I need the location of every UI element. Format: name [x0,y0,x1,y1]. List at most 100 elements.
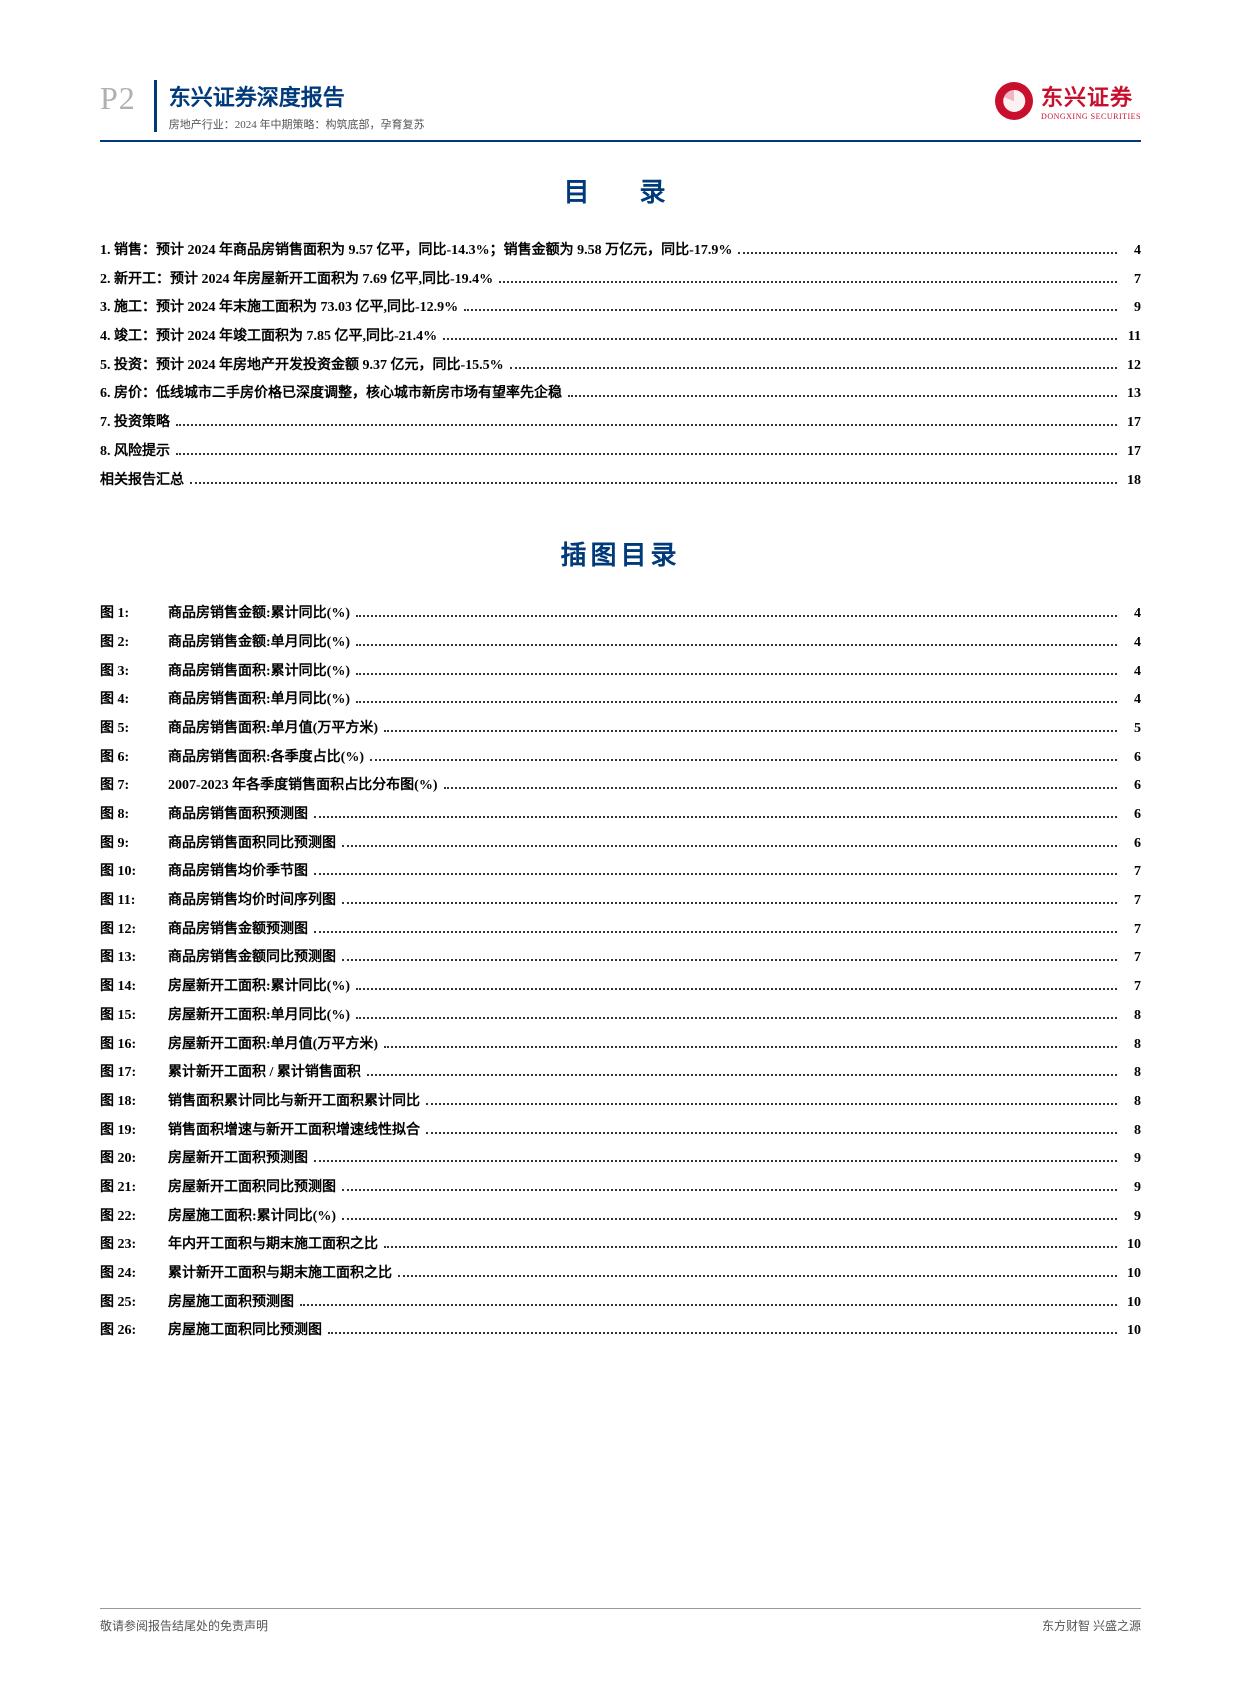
figure-row: 图 4:商品房销售面积:单月同比(%)4 [100,686,1141,715]
figure-page: 9 [1123,1174,1141,1203]
figure-number: 图 8: [100,801,158,830]
figure-label: 累计新开工面积 / 累计销售面积 [168,1059,361,1088]
toc-leader-dots [499,273,1117,283]
toc-leader-dots [464,302,1117,312]
figure-row: 图 6: 商品房销售面积:各季度占比(%) 6 [100,744,1141,773]
toc-row: 6. 房价：低线城市二手房价格已深度调整，核心城市新房市场有望率先企稳13 [100,380,1141,409]
figure-leader-dots [384,1239,1117,1249]
figure-page: 4 [1123,686,1141,715]
figure-row: 图 14:房屋新开工面积:累计同比(%)7 [100,973,1141,1002]
toc-label: 7. 投资策略 [100,409,170,438]
figure-number: 图 2: [100,629,158,658]
figure-leader-dots [356,980,1117,990]
figure-page: 6 [1123,772,1141,801]
figure-page: 6 [1123,744,1141,773]
figure-row: 图 16:房屋新开工面积:单月值(万平方米)8 [100,1031,1141,1060]
figure-number: 图 18: [100,1088,158,1117]
figure-number: 图 20: [100,1145,158,1174]
figure-leader-dots [384,1038,1117,1048]
toc-label: 1. 销售：预计 2024 年商品房销售面积为 9.57 亿平，同比-14.3%… [100,237,732,266]
toc-label: 5. 投资：预计 2024 年房地产开发投资金额 9.37 亿元，同比-15.5… [100,352,504,381]
figure-row: 图 26: 房屋施工面积同比预测图 10 [100,1317,1141,1346]
figure-label: 房屋施工面积同比预测图 [168,1317,322,1346]
logo-text: 东兴证券 DONGXING SECURITIES [1041,80,1141,121]
toc-label: 3. 施工：预计 2024 年末施工面积为 73.03 亿平,同比-12.9% [100,294,458,323]
toc-page: 13 [1123,380,1141,409]
figure-leader-dots [300,1296,1117,1306]
figure-page: 10 [1123,1317,1141,1346]
figure-label: 商品房销售面积:累计同比(%) [168,658,350,687]
figure-page: 7 [1123,973,1141,1002]
figure-row: 图 13:商品房销售金额同比预测图7 [100,944,1141,973]
figure-row: 图 23:年内开工面积与期末施工面积之比10 [100,1231,1141,1260]
toc-page: 18 [1123,467,1141,496]
figure-row: 图 17:累计新开工面积 / 累计销售面积8 [100,1059,1141,1088]
toc-leader-dots [176,416,1117,426]
figure-page: 5 [1123,715,1141,744]
toc-page: 4 [1123,237,1141,266]
figure-row: 图 10:商品房销售均价季节图7 [100,858,1141,887]
figure-leader-dots [356,636,1117,646]
toc-row: 相关报告汇总18 [100,467,1141,496]
figure-row: 图 15:房屋新开工面积:单月同比(%)8 [100,1002,1141,1031]
toc-page: 12 [1123,352,1141,381]
toc-leader-dots [510,359,1117,369]
figure-page: 7 [1123,858,1141,887]
figure-number: 图 26: [100,1317,158,1346]
toc-leader-dots [443,330,1117,340]
figure-leader-dots [356,693,1117,703]
figure-number: 图 24: [100,1260,158,1289]
figure-number: 图 9: [100,830,158,859]
figure-label: 商品房销售面积:各季度占比(%) [168,744,364,773]
figure-page: 8 [1123,1088,1141,1117]
figure-page: 8 [1123,1002,1141,1031]
figure-number: 图 6: [100,744,158,773]
figure-leader-dots [342,894,1117,904]
toc-page: 9 [1123,294,1141,323]
figure-page: 4 [1123,658,1141,687]
figure-leader-dots [314,1152,1117,1162]
figure-row: 图 7:2007-2023 年各季度销售面积占比分布图(%)6 [100,772,1141,801]
toc-page: 17 [1123,409,1141,438]
figure-leader-dots [342,1181,1117,1191]
figure-label: 商品房销售均价时间序列图 [168,887,336,916]
figure-leader-dots [314,808,1117,818]
figure-row: 图 1:商品房销售金额:累计同比(%)4 [100,600,1141,629]
toc-leader-dots [190,474,1117,484]
title-block: 东兴证券深度报告 房地产行业：2024 年中期策略：构筑底部，孕育复苏 [154,80,425,132]
figure-number: 图 15: [100,1002,158,1031]
figure-leader-dots [426,1095,1117,1105]
figure-row: 图 3:商品房销售面积:累计同比(%)4 [100,658,1141,687]
figure-row: 图 25:房屋施工面积预测图10 [100,1289,1141,1318]
footer-slogan: 东方财智 兴盛之源 [1042,1617,1141,1634]
figure-label: 商品房销售金额:累计同比(%) [168,600,350,629]
figure-number: 图 22: [100,1203,158,1232]
figure-leader-dots [370,751,1117,761]
figure-number: 图 16: [100,1031,158,1060]
figure-label: 销售面积累计同比与新开工面积累计同比 [168,1088,420,1117]
figure-number: 图 11: [100,887,158,916]
figure-number: 图 19: [100,1117,158,1146]
figure-leader-dots [356,607,1117,617]
figure-leader-dots [342,952,1117,962]
figure-label: 商品房销售金额同比预测图 [168,944,336,973]
figure-label: 2007-2023 年各季度销售面积占比分布图(%) [168,772,438,801]
toc-label: 4. 竣工：预计 2024 年竣工面积为 7.85 亿平,同比-21.4% [100,323,437,352]
toc-leader-dots [738,244,1117,254]
logo-cn: 东兴证券 [1041,80,1141,112]
figure-leader-dots [342,837,1117,847]
page-header: P2 东兴证券深度报告 房地产行业：2024 年中期策略：构筑底部，孕育复苏 东… [100,80,1141,142]
figure-label: 商品房销售金额预测图 [168,916,308,945]
figure-page: 8 [1123,1031,1141,1060]
toc-leader-dots [568,388,1117,398]
figure-leader-dots [328,1325,1117,1335]
figure-label: 商品房销售面积:单月同比(%) [168,686,350,715]
toc-page: 7 [1123,266,1141,295]
toc-page: 11 [1123,323,1141,352]
figure-page: 9 [1123,1145,1141,1174]
report-subtitle: 房地产行业：2024 年中期策略：构筑底部，孕育复苏 [169,116,425,132]
brand-logo: 东兴证券 DONGXING SECURITIES [995,80,1141,121]
page-number: P2 [100,80,136,117]
figures-list: 图 1:商品房销售金额:累计同比(%)4图 2:商品房销售金额:单月同比(%)4… [100,600,1141,1346]
figure-label: 累计新开工面积与期末施工面积之比 [168,1260,392,1289]
